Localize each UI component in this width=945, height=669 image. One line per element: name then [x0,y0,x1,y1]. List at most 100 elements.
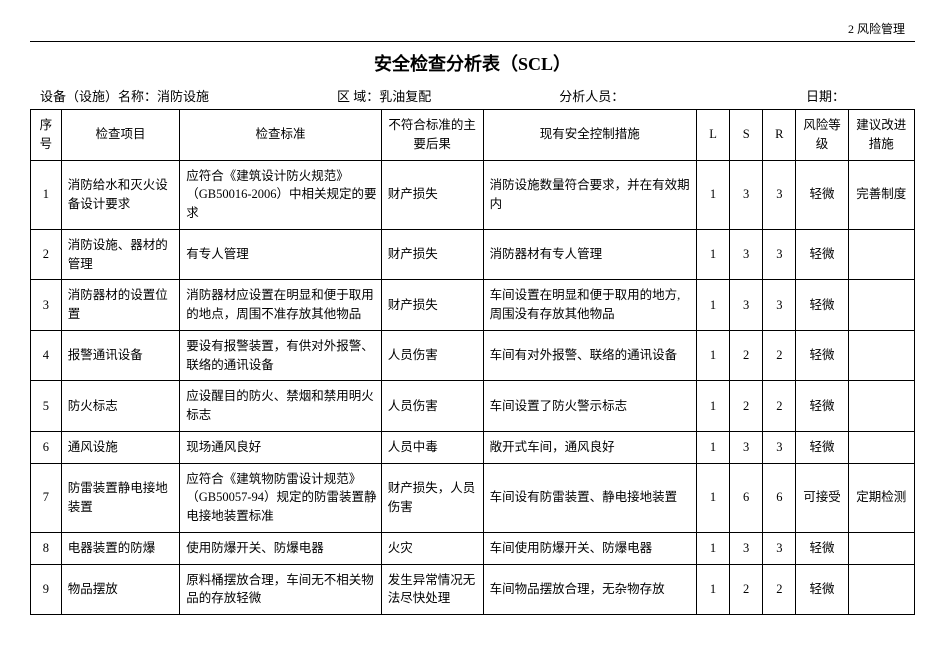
cell-consequence: 财产损失 [381,229,483,280]
top-divider [30,41,915,42]
cell-consequence: 人员中毒 [381,431,483,463]
table-row: 7防雷装置静电接地装置应符合《建筑物防雷设计规范》（GB50057-94）规定的… [31,463,915,532]
cell-standard: 应符合《建筑设计防火规范》（GB50016-2006）中相关规定的要求 [180,160,381,229]
cell-item: 物品摆放 [61,564,179,615]
cell-measure: 车间物品摆放合理，无杂物存放 [483,564,696,615]
cell-item: 电器装置的防爆 [61,532,179,564]
cell-measure: 车间设有防雷装置、静电接地装置 [483,463,696,532]
cell-suggestion [848,330,914,381]
cell-R: 3 [763,280,796,331]
cell-standard: 使用防爆开关、防爆电器 [180,532,381,564]
cell-suggestion [848,280,914,331]
cell-item: 防火标志 [61,381,179,432]
col-l: L [696,110,729,161]
cell-S: 3 [730,280,763,331]
col-suggestion: 建议改进措施 [848,110,914,161]
cell-L: 1 [696,280,729,331]
table-row: 8电器装置的防爆使用防爆开关、防爆电器火灾车间使用防爆开关、防爆电器133轻微 [31,532,915,564]
cell-L: 1 [696,532,729,564]
cell-measure: 车间有对外报警、联络的通讯设备 [483,330,696,381]
cell-seq: 9 [31,564,62,615]
cell-consequence: 人员伤害 [381,330,483,381]
cell-risk: 轻微 [796,564,848,615]
col-item: 检查项目 [61,110,179,161]
cell-seq: 7 [31,463,62,532]
meta-line: 设备（设施）名称： 消防设施 区 域： 乳油复配 分析人员： 日期： [30,86,915,105]
cell-standard: 应符合《建筑物防雷设计规范》（GB50057-94）规定的防雷装置静电接地装置标… [180,463,381,532]
cell-seq: 4 [31,330,62,381]
cell-risk: 轻微 [796,330,848,381]
cell-S: 2 [730,564,763,615]
cell-measure: 车间设置在明显和便于取用的地方,周围没有存放其他物品 [483,280,696,331]
cell-risk: 轻微 [796,280,848,331]
col-s: S [730,110,763,161]
cell-R: 3 [763,431,796,463]
cell-suggestion [848,532,914,564]
cell-risk: 轻微 [796,160,848,229]
col-consequence: 不符合标准的主要后果 [381,110,483,161]
page-header-right: 2 风险管理 [30,20,915,37]
table-header-row: 序号 检查项目 检查标准 不符合标准的主要后果 现有安全控制措施 L S R 风… [31,110,915,161]
cell-risk: 轻微 [796,532,848,564]
cell-risk: 可接受 [796,463,848,532]
area-label: 区 域： [337,86,379,105]
cell-seq: 2 [31,229,62,280]
cell-L: 1 [696,381,729,432]
cell-standard: 消防器材应设置在明显和便于取用的地点，周围不准存放其他物品 [180,280,381,331]
cell-standard: 现场通风良好 [180,431,381,463]
table-row: 4报警通讯设备要设有报警装置，有供对外报警、联络的通讯设备人员伤害车间有对外报警… [31,330,915,381]
cell-item: 消防设施、器材的管理 [61,229,179,280]
table-row: 9物品摆放原料桶摆放合理，车间无不相关物品的存放轻微发生异常情况无法尽快处理车间… [31,564,915,615]
area-value: 乳油复配 [379,86,439,105]
equip-value: 消防设施 [157,86,217,105]
cell-measure: 消防设施数量符合要求，并在有效期内 [483,160,696,229]
cell-L: 1 [696,564,729,615]
cell-suggestion [848,381,914,432]
cell-S: 6 [730,463,763,532]
cell-R: 3 [763,160,796,229]
cell-R: 2 [763,564,796,615]
cell-R: 2 [763,381,796,432]
cell-measure: 消防器材有专人管理 [483,229,696,280]
cell-S: 3 [730,160,763,229]
col-risk: 风险等级 [796,110,848,161]
cell-suggestion: 完善制度 [848,160,914,229]
table-row: 2消防设施、器材的管理有专人管理财产损失消防器材有专人管理133轻微 [31,229,915,280]
cell-S: 3 [730,431,763,463]
cell-measure: 车间使用防爆开关、防爆电器 [483,532,696,564]
cell-standard: 应设醒目的防火、禁烟和禁用明火标志 [180,381,381,432]
cell-R: 2 [763,330,796,381]
cell-R: 3 [763,532,796,564]
cell-seq: 6 [31,431,62,463]
cell-S: 3 [730,229,763,280]
cell-risk: 轻微 [796,381,848,432]
cell-S: 2 [730,381,763,432]
cell-L: 1 [696,431,729,463]
page-title: 安全检查分析表（SCL） [30,50,915,76]
cell-L: 1 [696,463,729,532]
cell-risk: 轻微 [796,229,848,280]
cell-R: 3 [763,229,796,280]
col-r: R [763,110,796,161]
cell-seq: 8 [31,532,62,564]
date-label: 日期： [806,86,845,105]
cell-suggestion [848,229,914,280]
col-standard: 检查标准 [180,110,381,161]
cell-standard: 原料桶摆放合理，车间无不相关物品的存放轻微 [180,564,381,615]
cell-item: 防雷装置静电接地装置 [61,463,179,532]
date-value [845,86,905,105]
cell-item: 消防给水和灭火设备设计要求 [61,160,179,229]
cell-R: 6 [763,463,796,532]
cell-item: 通风设施 [61,431,179,463]
col-seq: 序号 [31,110,62,161]
table-row: 6通风设施现场通风良好人员中毒敞开式车间，通风良好133轻微 [31,431,915,463]
cell-consequence: 发生异常情况无法尽快处理 [381,564,483,615]
table-row: 1消防给水和灭火设备设计要求应符合《建筑设计防火规范》（GB50016-2006… [31,160,915,229]
cell-suggestion [848,564,914,615]
cell-seq: 3 [31,280,62,331]
scl-table: 序号 检查项目 检查标准 不符合标准的主要后果 现有安全控制措施 L S R 风… [30,109,915,615]
cell-risk: 轻微 [796,431,848,463]
analyst-label: 分析人员： [559,86,624,105]
cell-standard: 有专人管理 [180,229,381,280]
cell-L: 1 [696,330,729,381]
